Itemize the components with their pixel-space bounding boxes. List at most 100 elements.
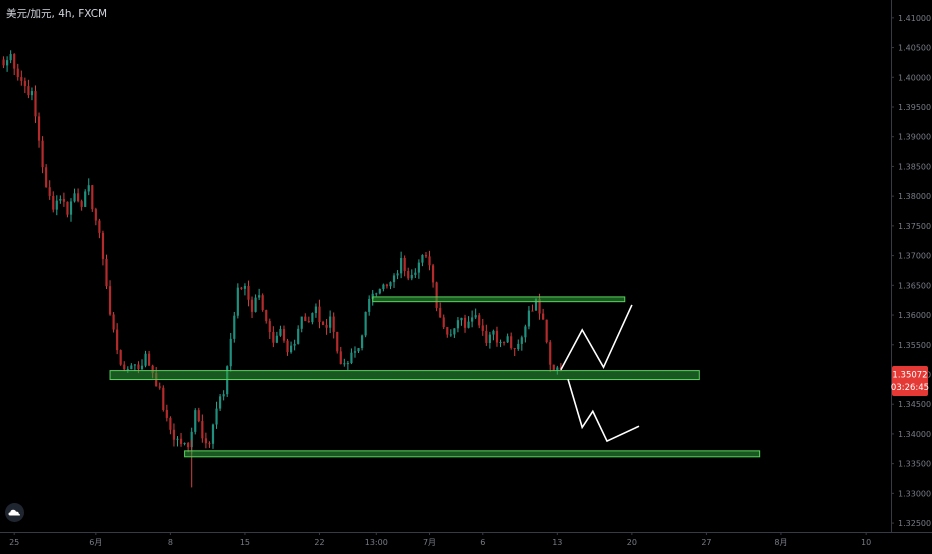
candle-body [2, 59, 5, 66]
candle-body [297, 328, 300, 344]
candle-body [197, 410, 200, 422]
candle-body [435, 282, 438, 308]
candle-body [265, 310, 268, 322]
price-tick-label: 1.33500 [898, 460, 931, 469]
time-axis[interactable]: 25 6月 8 15 22 13:00 7月 6 13 20 27 8月 10 [9, 532, 871, 547]
bullish-projection[interactable] [560, 304, 633, 371]
price-axis[interactable]: 1.41000 1.40500 1.40000 1.39500 1.39000 1.385… [891, 14, 931, 528]
candle-body [240, 287, 243, 289]
support-zone[interactable] [109, 370, 700, 381]
price-tick-label: 1.36500 [898, 281, 931, 290]
candle-body [190, 431, 193, 448]
candle-body [357, 348, 360, 352]
candle-body [16, 68, 19, 78]
candle-body [215, 408, 218, 425]
candle-body [94, 209, 97, 221]
zones-layer [109, 296, 761, 458]
time-tick-label: 13:00 [365, 538, 388, 547]
candle-body [314, 306, 318, 314]
candle-body [204, 438, 207, 444]
candle-body [236, 287, 239, 316]
candle-body [368, 298, 371, 312]
time-tick-label: 7月 [423, 538, 436, 547]
candle-body [424, 255, 428, 257]
candle-body [69, 201, 73, 215]
time-tick-label: 25 [9, 538, 19, 547]
candle-body [112, 314, 115, 330]
candle-body [144, 353, 147, 366]
candle-body [222, 394, 225, 397]
candle-body [108, 286, 112, 315]
last-price-label: 1.35072 [892, 371, 927, 381]
candle-body [84, 191, 87, 207]
candle-body [378, 289, 381, 294]
candle-body [556, 367, 559, 371]
candle-body [318, 306, 321, 322]
candle-body [162, 387, 165, 410]
cloud-icon [8, 509, 20, 516]
candle-body [30, 91, 34, 96]
candle-body [201, 421, 204, 439]
bearish-projection[interactable] [567, 378, 640, 443]
candle-body [27, 86, 30, 96]
candle-body [403, 258, 406, 272]
candle-body [474, 315, 477, 318]
candle-body [307, 321, 310, 323]
tradingview-logo[interactable] [5, 503, 24, 522]
candle-body [400, 258, 403, 274]
candle-body [513, 347, 516, 350]
candle-body [261, 295, 264, 311]
candle-body [442, 317, 445, 328]
last-price-tag-bg [892, 366, 928, 396]
price-tick-label: 1.35500 [898, 341, 931, 350]
candle-body [183, 443, 186, 445]
candle-body [41, 140, 44, 168]
lower-support-zone[interactable] [184, 450, 761, 458]
candle-body [179, 438, 183, 444]
time-tick-label: 15 [240, 538, 250, 547]
candle-body [325, 325, 328, 328]
price-tick-label: 1.33000 [898, 489, 931, 498]
candle-body [336, 331, 339, 352]
candle-body [304, 316, 307, 322]
resistance-zone[interactable] [372, 296, 626, 303]
candle-body [289, 345, 293, 353]
time-tick-label: 13 [552, 538, 562, 547]
candle-body [350, 352, 353, 364]
candle-body [52, 195, 55, 210]
price-tick-label: 1.37000 [898, 252, 931, 261]
candle-body [91, 185, 94, 210]
candle-body [98, 220, 101, 233]
candle-body [172, 429, 176, 440]
time-tick-label: 8 [168, 538, 173, 547]
candle-body [520, 337, 523, 344]
candle-body [258, 295, 261, 298]
candle-body [545, 319, 548, 343]
candle-body [243, 285, 247, 289]
time-tick-label: 8月 [774, 538, 787, 547]
candle-body [45, 167, 48, 188]
candle-body [364, 311, 367, 336]
candle-body [329, 316, 332, 328]
candle-body [332, 316, 335, 332]
time-tick-label: 27 [701, 538, 711, 547]
candle-body [311, 313, 314, 323]
candle-body [76, 193, 80, 202]
candle-body [407, 271, 410, 279]
candle-body [59, 198, 62, 201]
price-tick-label: 1.41000 [898, 14, 931, 23]
candle-body [506, 336, 509, 343]
candle-body [282, 329, 286, 341]
candle-body [211, 424, 215, 444]
candle-body [218, 396, 222, 409]
candle-body [446, 327, 449, 335]
candle-body [467, 321, 470, 328]
time-tick-label: 10 [861, 538, 871, 547]
candle-body [119, 350, 122, 365]
candle-body [62, 198, 65, 202]
candle-body [133, 364, 136, 366]
candle-body [392, 275, 396, 283]
candle-body [481, 325, 484, 331]
